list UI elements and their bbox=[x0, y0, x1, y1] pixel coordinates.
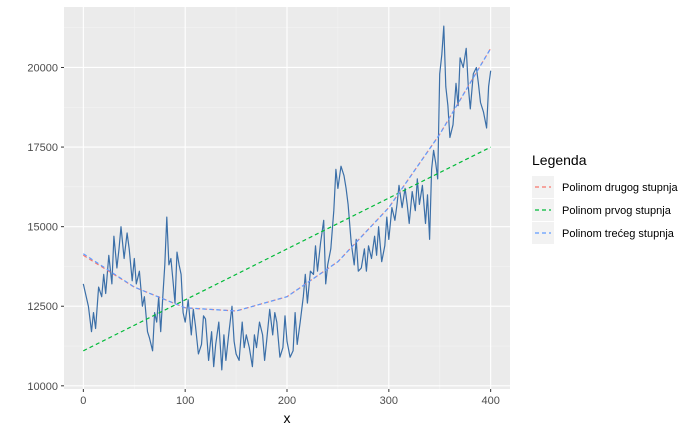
x-axis: 0 100 200 300 400 bbox=[80, 389, 500, 407]
x-axis-title: x bbox=[284, 410, 291, 426]
x-tick-label: 0 bbox=[80, 395, 86, 407]
legend: Legenda Polinom drugog stupnja Polinom pr… bbox=[532, 152, 678, 244]
grid-major bbox=[64, 7, 510, 389]
x-tick-label: 300 bbox=[380, 395, 398, 407]
y-tick-label: 12500 bbox=[27, 301, 58, 313]
legend-label: Polinom prvog stupnja bbox=[562, 205, 672, 217]
x-tick-label: 400 bbox=[481, 395, 499, 407]
y-tick-label: 15000 bbox=[27, 222, 58, 234]
fit-line bbox=[83, 146, 491, 352]
x-tick-label: 100 bbox=[176, 395, 194, 407]
legend-title: Legenda bbox=[532, 152, 587, 168]
y-axis: 10000 12500 15000 17500 20000 bbox=[27, 62, 64, 393]
y-tick-label: 20000 bbox=[27, 62, 58, 74]
x-tick-label: 200 bbox=[278, 395, 296, 407]
series-layer bbox=[82, 25, 492, 371]
legend-entry: Polinom prvog stupnja bbox=[532, 199, 672, 221]
legend-label: Polinom drugog stupnja bbox=[562, 182, 678, 194]
y-tick-label: 10000 bbox=[27, 381, 58, 393]
legend-entry: Polinom drugog stupnja bbox=[532, 176, 678, 198]
legend-entry: Polinom trećeg stupnja bbox=[532, 222, 675, 244]
fit-line bbox=[82, 48, 492, 312]
legend-label: Polinom trećeg stupnja bbox=[562, 228, 675, 240]
data-series-line bbox=[82, 25, 492, 371]
y-tick-label: 17500 bbox=[27, 142, 58, 154]
